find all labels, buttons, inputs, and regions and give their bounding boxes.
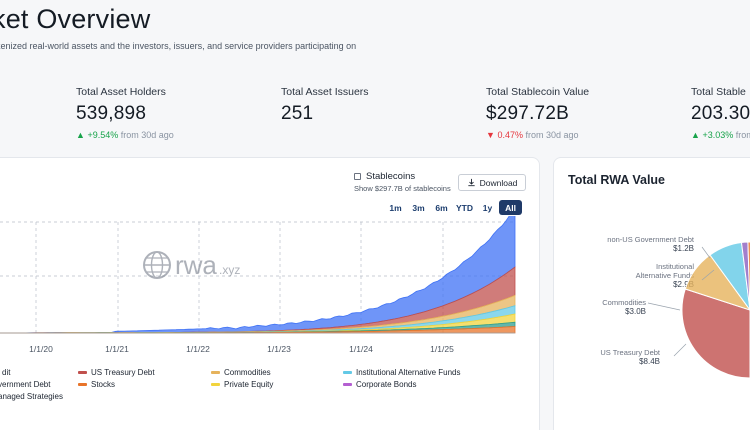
stat-total-stablecoin-holders: Total Stable 203.30 ▲ +3.03% from: [691, 86, 750, 140]
up-arrow-icon: ▲: [76, 130, 85, 140]
watermark-text: rwa: [175, 250, 217, 280]
x-tick-label: 1/1/24: [349, 344, 373, 354]
stat-delta-suffix: from 30d ago: [525, 130, 579, 140]
pie-leader-lines: [647, 246, 715, 357]
x-tick-label: 1/1/22: [186, 344, 210, 354]
legend-item[interactable]: anaged Strategies: [0, 392, 63, 401]
stat-delta-suffix: from 30d ago: [120, 130, 174, 140]
legend-label: vernment Debt: [0, 380, 51, 389]
legend-label: Corporate Bonds: [356, 380, 417, 389]
stat-total-stablecoin-value: Total Stablecoin Value $297.72B ▼ 0.47% …: [486, 86, 589, 140]
stat-value: $297.72B: [486, 103, 569, 124]
stat-label: Total Asset Issuers: [281, 86, 369, 98]
legend-label: Institutional Alternative Funds: [356, 368, 461, 377]
stat-delta-row: ▲ +3.03% from: [691, 130, 750, 140]
x-tick-label: 1/1/20: [29, 344, 53, 354]
pie-label-value: $8.4B: [639, 357, 660, 366]
stat-delta: +3.03%: [702, 130, 734, 140]
download-label: Download: [479, 177, 518, 188]
pie-label-value: $2.9B: [673, 280, 694, 289]
x-tick-label: 1/1/25: [430, 344, 454, 354]
stablecoins-sublabel: Show $297.7B of stablecoins: [354, 184, 451, 193]
rwa-value-area-chart: rwa .xyz 1/1/20 1/1/21 1/1/22 1/1/23 1/1…: [0, 216, 516, 354]
stat-delta: 0.47%: [497, 130, 523, 140]
range-1m[interactable]: 1m: [389, 202, 402, 213]
legend-item[interactable]: vernment Debt: [0, 380, 50, 389]
range-ytd[interactable]: YTD: [456, 202, 473, 213]
pie-label-commodities: Commodities $3.0B: [602, 298, 646, 316]
pie-label-us-treasury-debt: US Treasury Debt $8.4B: [600, 348, 660, 366]
range-all[interactable]: All: [499, 200, 522, 215]
range-3m[interactable]: 3m: [412, 202, 425, 213]
legend-label: dit: [2, 368, 11, 377]
legend-label: anaged Strategies: [0, 392, 63, 401]
legend-item[interactable]: Institutional Alternative Funds: [343, 368, 461, 377]
legend-item[interactable]: Corporate Bonds: [343, 380, 416, 389]
pie-label-name: US Treasury Debt: [600, 348, 660, 357]
page-subtitle: kenized real-world assets and the invest…: [0, 41, 357, 51]
down-arrow-icon: ▼: [486, 130, 495, 140]
up-arrow-icon: ▲: [691, 130, 700, 140]
stablecoins-checkbox[interactable]: [354, 173, 361, 180]
stat-total-asset-holders: Total Asset Holders 539,898 ▲ +9.54% fro…: [76, 86, 174, 140]
stat-delta-row: ▼ 0.47% from 30d ago: [486, 130, 589, 140]
page-title: ket Overview: [0, 4, 151, 34]
watermark-logo: rwa .xyz: [143, 250, 240, 280]
download-button[interactable]: Download: [458, 174, 526, 191]
pie-label-name: non-US Government Debt: [607, 235, 694, 244]
pie-slices: [681, 241, 750, 379]
stat-delta-row: ▲ +9.54% from 30d ago: [76, 130, 174, 140]
range-6m[interactable]: 6m: [435, 202, 448, 213]
time-range-selector: 1m 3m 6m YTD 1y All: [384, 200, 522, 215]
stat-delta: +9.54%: [87, 130, 119, 140]
pie-label-non-us-government-debt: non-US Government Debt $1.2B: [607, 235, 694, 253]
legend-swatch: [211, 371, 220, 374]
stat-label: Total Stablecoin Value: [486, 86, 590, 98]
range-1y[interactable]: 1y: [482, 202, 493, 213]
legend-swatch: [211, 383, 220, 386]
pie-label-value: $1.2B: [673, 244, 694, 253]
pie-slice[interactable]: [747, 241, 750, 311]
x-tick-label: 1/1/23: [267, 344, 291, 354]
legend-label: US Treasury Debt: [91, 368, 155, 377]
legend-item[interactable]: Private Equity: [211, 380, 273, 389]
stat-delta-suffix: from: [735, 130, 750, 140]
legend-swatch: [343, 371, 352, 374]
watermark-suffix: .xyz: [219, 263, 240, 277]
x-tick-label: 1/1/21: [105, 344, 129, 354]
x-axis-tick-labels: 1/1/20 1/1/21 1/1/22 1/1/23 1/1/24 1/1/2…: [29, 344, 454, 354]
download-icon: [467, 178, 475, 187]
legend-label: Stocks: [91, 380, 116, 389]
legend-swatch: [343, 383, 352, 386]
legend-label: Private Equity: [224, 380, 274, 389]
stat-value: 539,898: [76, 103, 147, 124]
legend-swatch: [78, 383, 87, 386]
legend-swatch: [78, 371, 87, 374]
legend-item[interactable]: Stocks: [78, 380, 115, 389]
pie-label-name: Institutional Alternative Funds: [635, 262, 694, 280]
pie-label-institutional-alternative-funds: Institutional Alternative Funds $2.9B: [636, 262, 694, 289]
chart-area-series: [0, 216, 516, 334]
legend-item[interactable]: US Treasury Debt: [78, 368, 155, 377]
rwa-pie-chart: [647, 241, 750, 379]
legend-item[interactable]: Commodities: [211, 368, 271, 377]
stat-label: Total Asset Holders: [76, 86, 166, 98]
stablecoins-label[interactable]: Stablecoins: [366, 171, 416, 182]
total-rwa-value-title: Total RWA Value: [568, 173, 666, 187]
pie-label-value: $3.0B: [625, 307, 646, 316]
pie-label-name: Commodities: [602, 298, 646, 307]
pie-slice[interactable]: [681, 288, 750, 379]
stat-label: Total Stable: [691, 86, 746, 98]
stat-total-asset-issuers: Total Asset Issuers 251: [281, 86, 369, 125]
stat-value: 203.30: [691, 103, 750, 124]
legend-item[interactable]: dit: [0, 368, 10, 377]
stat-value: 251: [281, 103, 314, 124]
legend-label: Commodities: [224, 368, 271, 377]
